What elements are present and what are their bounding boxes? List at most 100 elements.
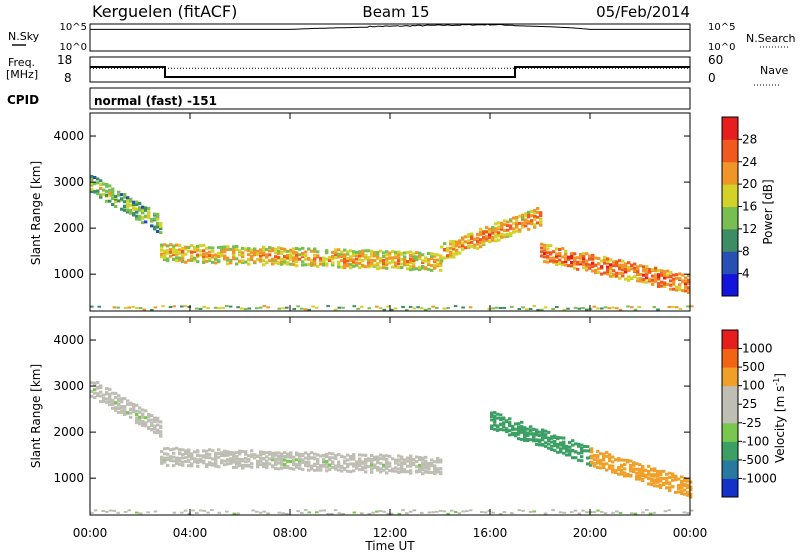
- heatmap-cell: [532, 427, 536, 431]
- heatmap-cell: [379, 467, 383, 471]
- heatmap-cell: [181, 260, 185, 263]
- heatmap-cell: [90, 187, 94, 191]
- heatmap-cell: [108, 397, 112, 401]
- heatmap-cell: [609, 258, 613, 262]
- heatmap-cell: [415, 465, 419, 469]
- heatmap-cell: [385, 471, 389, 475]
- heatmap-cell: [464, 246, 468, 250]
- heatmap-cell: [491, 307, 495, 310]
- heatmap-cell: [659, 483, 663, 487]
- heatmap-cell: [648, 278, 652, 282]
- heatmap-cell: [153, 212, 157, 216]
- heatmap-cell: [274, 247, 278, 251]
- colorbar-swatch: [722, 404, 738, 424]
- heatmap-cell: [421, 468, 425, 472]
- heatmap-cell: [520, 437, 524, 441]
- heatmap-cell: [535, 438, 539, 442]
- heatmap-cell: [452, 245, 456, 249]
- heatmap-cell: [247, 262, 251, 266]
- heatmap-cell: [464, 240, 468, 244]
- heatmap-cell: [271, 456, 275, 460]
- heatmap-cell: [244, 247, 248, 251]
- colorbar-swatch: [722, 161, 738, 185]
- heatmap-cell: [370, 261, 374, 265]
- heatmap-cell: [403, 260, 407, 264]
- power-panel-frame: [89, 112, 691, 312]
- heatmap-cell: [358, 461, 362, 465]
- heatmap-cell: [580, 451, 584, 455]
- heatmap-cell: [262, 253, 266, 257]
- heatmap-cell: [93, 176, 97, 179]
- heatmap-cell: [286, 256, 290, 259]
- heatmap-cell: [657, 277, 661, 281]
- heatmap-cell: [684, 285, 688, 289]
- heatmap-cell: [618, 309, 623, 311]
- heatmap-cell: [277, 246, 281, 250]
- heatmap-cell: [659, 473, 663, 476]
- heatmap-cell: [304, 257, 308, 261]
- heatmap-cell: [223, 245, 227, 249]
- heatmap-cell: [138, 214, 142, 218]
- heatmap-cell: [265, 451, 269, 455]
- heatmap-cell: [370, 264, 374, 268]
- heatmap-cell: [93, 396, 97, 399]
- heatmap-cell: [358, 258, 362, 262]
- heatmap-cell: [274, 451, 278, 455]
- heatmap-cell: [438, 509, 443, 512]
- heatmap-cell: [283, 260, 287, 264]
- heatmap-cell: [579, 256, 583, 260]
- heatmap-cell: [654, 266, 658, 270]
- heatmap-cell: [114, 205, 118, 208]
- heatmap-cell: [409, 454, 413, 458]
- heatmap-cell: [355, 261, 359, 265]
- heatmap-cell: [376, 255, 380, 259]
- heatmap-cell: [172, 248, 176, 252]
- heatmap-cell: [340, 259, 344, 263]
- heatmap-cell: [250, 449, 254, 453]
- heatmap-cell: [409, 264, 413, 268]
- heatmap-cell: [415, 469, 419, 473]
- heatmap-cell: [586, 456, 590, 460]
- heatmap-cell: [421, 261, 425, 264]
- heatmap-cell: [238, 459, 242, 463]
- heatmap-cell: [163, 253, 167, 257]
- heatmap-cell: [265, 455, 269, 459]
- heatmap-cell: [156, 221, 160, 225]
- heatmap-cell: [262, 457, 266, 460]
- heatmap-cell: [525, 308, 529, 311]
- heatmap-cell: [349, 263, 353, 266]
- heatmap-cell: [596, 461, 600, 465]
- heatmap-cell: [430, 458, 434, 462]
- heatmap-cell: [412, 463, 416, 467]
- heatmap-cell: [476, 246, 480, 250]
- heatmap-cell: [313, 468, 317, 472]
- heatmap-cell: [657, 275, 661, 279]
- heatmap-cell: [639, 264, 643, 268]
- heatmap-cell: [485, 226, 489, 230]
- velocity-colorbar-label: Velocity [m s-1]: [772, 373, 787, 463]
- heatmap-cell: [328, 259, 332, 263]
- heatmap-cell: [99, 193, 103, 197]
- heatmap-cell: [412, 262, 416, 266]
- heatmap-cell: [535, 428, 539, 432]
- heatmap-cell: [690, 305, 694, 308]
- heatmap-cell: [543, 252, 547, 255]
- heatmap-cell: [379, 257, 383, 260]
- heatmap-cell: [195, 307, 199, 310]
- heatmap-cell: [461, 236, 465, 240]
- heatmap-cell: [331, 462, 335, 466]
- heatmap-cell: [349, 255, 353, 259]
- heatmap-cell: [250, 248, 254, 252]
- heatmap-cell: [421, 265, 425, 268]
- heatmap-cell: [144, 421, 148, 425]
- heatmap-cell: [99, 394, 103, 398]
- heatmap-cell: [382, 263, 386, 267]
- heatmap-cell: [678, 277, 682, 280]
- heatmap-cell: [659, 470, 663, 473]
- heatmap-cell: [467, 233, 471, 236]
- heatmap-cell: [517, 308, 522, 310]
- velocity-data-layer: [90, 381, 694, 515]
- heatmap-cell: [388, 454, 392, 458]
- heatmap-cell: [672, 280, 676, 283]
- heatmap-cell: [468, 306, 473, 309]
